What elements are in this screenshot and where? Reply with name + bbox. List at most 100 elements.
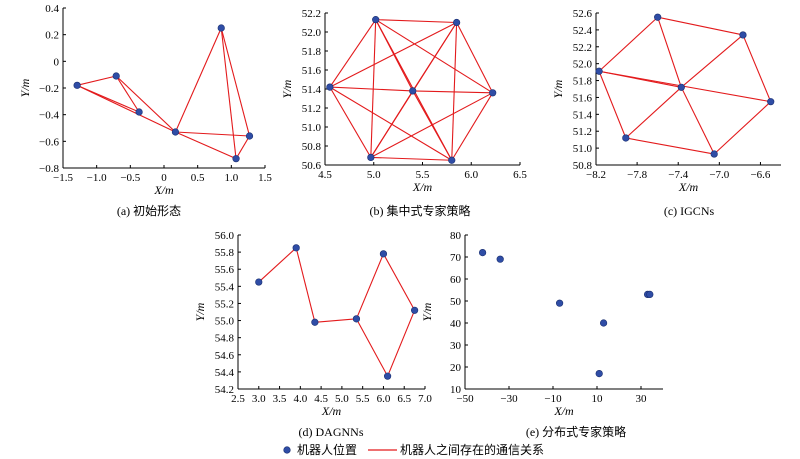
robot-point: [654, 13, 662, 21]
edge-line: [220, 27, 237, 159]
x-tick-label: −7.0: [709, 169, 729, 181]
robot-point: [595, 370, 603, 378]
edge-line: [412, 90, 493, 94]
x-tick-label: 30: [636, 393, 648, 405]
edge-line: [329, 19, 377, 88]
edge-line: [657, 16, 744, 36]
robot-point: [352, 315, 361, 323]
y-axis-label-b: Y/m: [280, 79, 294, 98]
y-tick-label: 51.6: [302, 65, 322, 77]
edge-line: [355, 253, 384, 320]
y-tick-label: 55.0: [215, 316, 235, 328]
edge-line: [625, 86, 682, 139]
robot-point: [232, 155, 240, 163]
edge-line: [235, 135, 250, 159]
x-tick-label: −6.6: [750, 169, 770, 181]
x-axis-label-e: X/m: [553, 404, 574, 418]
y-tick-label: 56.0: [215, 230, 235, 242]
caption-e: (e) 分布式专家策略: [526, 424, 626, 439]
robot-point: [379, 250, 388, 258]
edge-line: [412, 90, 453, 161]
edge-line: [370, 19, 377, 158]
x-axis-label-c: X/m: [678, 180, 699, 194]
y-axis-label-e: Y/m: [420, 302, 434, 321]
x-tick-label: 0.5: [191, 172, 205, 184]
panel-c: −8.2 −7.8 −7.4 −7.0 −6.6 52.6 52.4 52.2 52.0 51.8…: [551, 8, 781, 194]
y-tick-label: −0.6: [39, 136, 59, 148]
edge-line: [370, 156, 452, 161]
x-tick-label: −0.5: [120, 172, 140, 184]
edge-line: [76, 84, 176, 133]
x-tick-label: −1.5: [53, 172, 73, 184]
y-tick-label: 60: [450, 274, 462, 286]
robot-point: [646, 290, 654, 299]
edge-line: [258, 247, 297, 283]
y-tick-label: 50.8: [302, 141, 322, 153]
robot-point: [595, 67, 603, 75]
x-tick-label: 5.5: [356, 393, 370, 405]
y-tick-label: 54.8: [215, 333, 235, 345]
y-tick-label: −0.4: [39, 110, 59, 122]
x-tick-label: 5.5: [416, 169, 430, 181]
chart-panels: −1.5 −1.0 −0.5 0 0.5 1.0 1.5 0.4 0.2 0 −0.2 −0.4 −0.…: [18, 3, 781, 418]
x-tick-label: −50: [456, 393, 474, 405]
edge-line: [295, 247, 316, 323]
x-axis-label-d: X/m: [321, 404, 342, 418]
y-tick-label: 0: [54, 56, 60, 68]
robot-point: [448, 156, 456, 164]
legend-node-marker: [283, 446, 291, 454]
robot-point: [171, 128, 180, 136]
y-tick-label: 30: [450, 340, 462, 352]
y-tick-label: 51.2: [302, 103, 321, 115]
robot-point: [622, 134, 630, 142]
edge-line: [657, 17, 682, 88]
robot-point: [453, 18, 461, 27]
panel-b: 4.5 5.0 5.5 6.0 6.5 52.2 52.0 51.8 51.6 51.4 51.2 5…: [280, 8, 527, 194]
y-tick-label: 50.8: [573, 160, 593, 172]
robot-point: [767, 98, 775, 106]
y-tick-label: 70: [450, 252, 462, 264]
x-tick-label: −30: [500, 393, 518, 405]
panel-e: −50 −30 −10 10 30 80 70 60 50 40 30 20 10 X/m Y/m: [420, 230, 663, 418]
robot-point: [677, 83, 685, 91]
x-axis-label-b: X/m: [412, 180, 433, 194]
x-tick-label: 4.5: [314, 393, 328, 405]
x-tick-label: −7.8: [627, 169, 647, 181]
edge-line: [355, 318, 389, 377]
robot-point: [599, 319, 608, 327]
edge-line: [680, 34, 744, 88]
x-tick-label: 5.0: [367, 169, 381, 181]
y-tick-label: 51.8: [302, 46, 322, 58]
y-tick-label: 54.2: [215, 384, 234, 396]
y-tick-label: 52.2: [573, 42, 592, 54]
robot-point: [326, 83, 334, 91]
edge-line: [680, 87, 715, 155]
robot-point: [555, 299, 564, 307]
robot-point: [292, 244, 300, 252]
y-tick-label: 50: [450, 296, 462, 308]
robot-point: [384, 372, 392, 380]
robot-point: [411, 306, 419, 314]
robot-point: [245, 132, 254, 140]
x-tick-label: 5.0: [335, 393, 349, 405]
edge-line: [387, 310, 416, 377]
edge-line: [329, 86, 413, 92]
edge-line: [598, 16, 659, 72]
y-tick-label: 50.6: [302, 160, 322, 172]
edge-line: [175, 131, 250, 137]
robot-point: [496, 255, 504, 263]
y-tick-label: 0.4: [45, 3, 59, 15]
edge-line: [115, 75, 140, 113]
legend-edge-label: 机器人之间存在的通信关系: [400, 442, 544, 457]
y-tick-label: 52.0: [573, 59, 593, 71]
robot-point: [489, 89, 497, 97]
y-axis-label-d: Y/m: [193, 302, 207, 321]
y-tick-label: 51.4: [302, 84, 322, 96]
y-tick-label: 55.4: [215, 281, 235, 293]
x-tick-label: 6.0: [464, 169, 478, 181]
edge-line: [598, 70, 771, 103]
robot-point: [479, 249, 487, 257]
panel-a: −1.5 −1.0 −0.5 0 0.5 1.0 1.5 0.4 0.2 0 −0.2 −0.4 −0.…: [18, 3, 272, 197]
legend: 机器人位置 机器人之间存在的通信关系: [283, 442, 544, 457]
